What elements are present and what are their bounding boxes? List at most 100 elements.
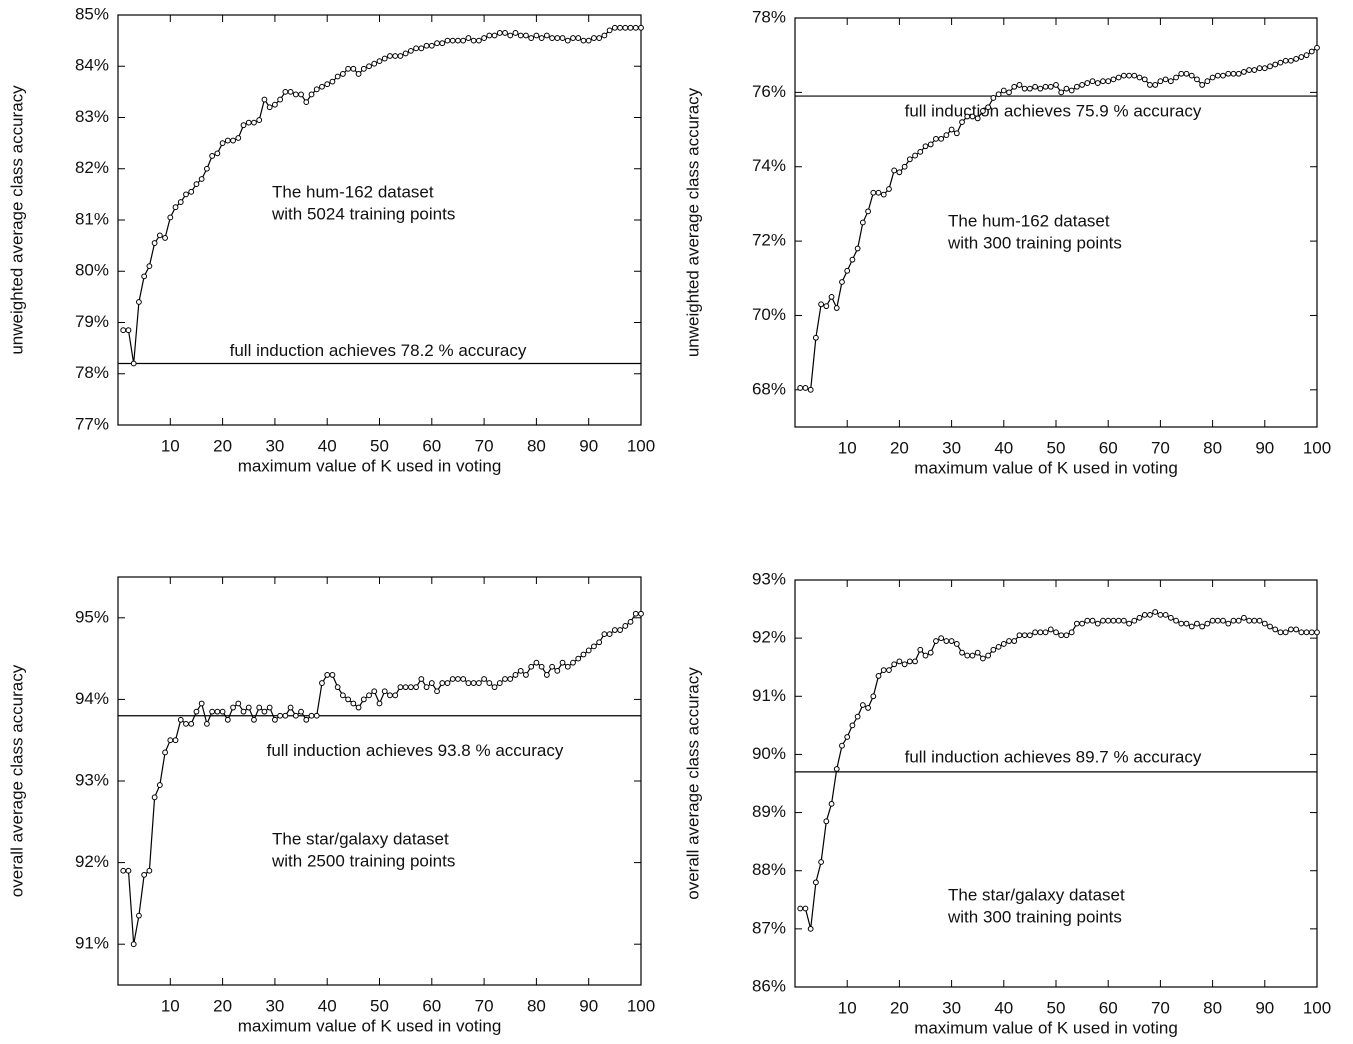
reference-label: full induction achieves 75.9 % accuracy — [905, 102, 1202, 121]
data-point — [298, 91, 304, 98]
data-point — [240, 708, 247, 715]
data-point — [1162, 76, 1169, 83]
data-point — [339, 71, 346, 77]
data-point — [1272, 626, 1279, 633]
x-tick-label: 20 — [890, 998, 909, 1017]
data-point — [146, 263, 153, 270]
data-point — [1016, 82, 1023, 88]
y-tick-label: 74% — [752, 156, 786, 175]
y-tick-label: 88% — [752, 860, 786, 879]
data-point — [130, 360, 137, 367]
data-point — [1288, 626, 1294, 633]
data-point — [995, 91, 1002, 98]
data-point — [854, 245, 861, 252]
data-point — [533, 32, 540, 39]
data-point — [1152, 609, 1159, 615]
data-point — [1173, 617, 1179, 624]
data-point — [1261, 620, 1268, 627]
x-tick-label: 100 — [1303, 998, 1331, 1017]
data-point — [167, 214, 174, 221]
data-point — [360, 65, 367, 72]
data-point — [177, 716, 184, 723]
y-axis-label: unweighted average class accuracy — [7, 85, 26, 355]
data-point — [517, 32, 524, 39]
data-point — [198, 700, 205, 707]
data-point — [298, 708, 304, 715]
data-point — [1073, 620, 1080, 627]
x-tick-label: 30 — [942, 438, 961, 457]
chart: 91% 92% 93% 94% 95% 10 20 30 40 50 60 70 80 90 100 maxi… — [7, 576, 655, 1035]
data-point — [917, 646, 924, 653]
data-point — [1011, 638, 1018, 644]
data-point — [198, 176, 205, 182]
data-point — [355, 704, 362, 711]
data-point — [277, 96, 284, 103]
data-point — [162, 749, 168, 756]
data-point — [1225, 70, 1232, 77]
data-point — [434, 40, 440, 47]
data-point — [1183, 70, 1190, 77]
data-point — [917, 148, 924, 155]
x-tick-label: 20 — [890, 438, 909, 457]
data-point — [1225, 620, 1232, 627]
data-point — [1047, 626, 1054, 633]
data-point — [585, 647, 592, 654]
data-point — [627, 24, 634, 31]
dataset-note: with 2500 training points — [271, 851, 455, 870]
data-point — [1131, 617, 1138, 624]
x-tick-label: 40 — [994, 438, 1013, 457]
data-point — [638, 24, 644, 31]
data-point — [266, 104, 273, 111]
y-tick-label: 93% — [75, 770, 109, 789]
data-point — [156, 782, 163, 788]
x-tick-label: 50 — [370, 436, 389, 455]
data-point — [1126, 72, 1132, 79]
data-point — [1011, 83, 1018, 90]
data-point — [418, 45, 425, 52]
data-point — [1047, 83, 1054, 90]
data-point — [1303, 629, 1310, 636]
data-point — [339, 692, 346, 699]
data-point — [465, 35, 472, 41]
data-point — [1094, 620, 1101, 627]
x-tick-label: 70 — [475, 996, 494, 1015]
data-point — [204, 720, 210, 727]
data-point — [833, 305, 840, 311]
data-point — [502, 676, 508, 682]
data-point — [1267, 623, 1273, 630]
data-point — [828, 800, 835, 807]
data-point — [214, 150, 221, 157]
data-point — [1282, 57, 1289, 64]
data-point — [1183, 620, 1190, 627]
data-point — [938, 135, 945, 142]
y-tick-label: 80% — [75, 261, 109, 280]
data-point — [371, 688, 378, 695]
data-point — [266, 704, 273, 711]
data-point — [1084, 80, 1091, 86]
data-point — [554, 35, 561, 41]
data-point — [1314, 629, 1320, 636]
data-point — [828, 293, 835, 300]
data-point — [1110, 617, 1117, 624]
data-point — [256, 704, 263, 711]
data-point — [1277, 629, 1284, 636]
y-tick-label: 95% — [75, 607, 109, 626]
data-point — [938, 635, 945, 642]
data-point — [120, 867, 127, 874]
data-point — [980, 655, 986, 662]
data-point — [1120, 72, 1127, 79]
data-point — [151, 794, 158, 801]
dataset-note: The star/galaxy dataset — [272, 829, 449, 848]
data-point — [392, 53, 399, 59]
data-point — [1288, 57, 1294, 64]
data-point — [1167, 78, 1174, 85]
data-point — [1308, 629, 1315, 636]
data-point — [156, 232, 163, 239]
data-point — [1230, 617, 1237, 624]
data-point — [570, 659, 576, 666]
data-point — [481, 676, 488, 682]
data-point — [1194, 76, 1200, 83]
chart: 86% 87% 88% 89% 90% 91% 92% 93% 10 20 30 40 50 60 70 80… — [683, 569, 1331, 1037]
data-point — [959, 649, 965, 656]
x-tick-label: 70 — [1151, 998, 1170, 1017]
